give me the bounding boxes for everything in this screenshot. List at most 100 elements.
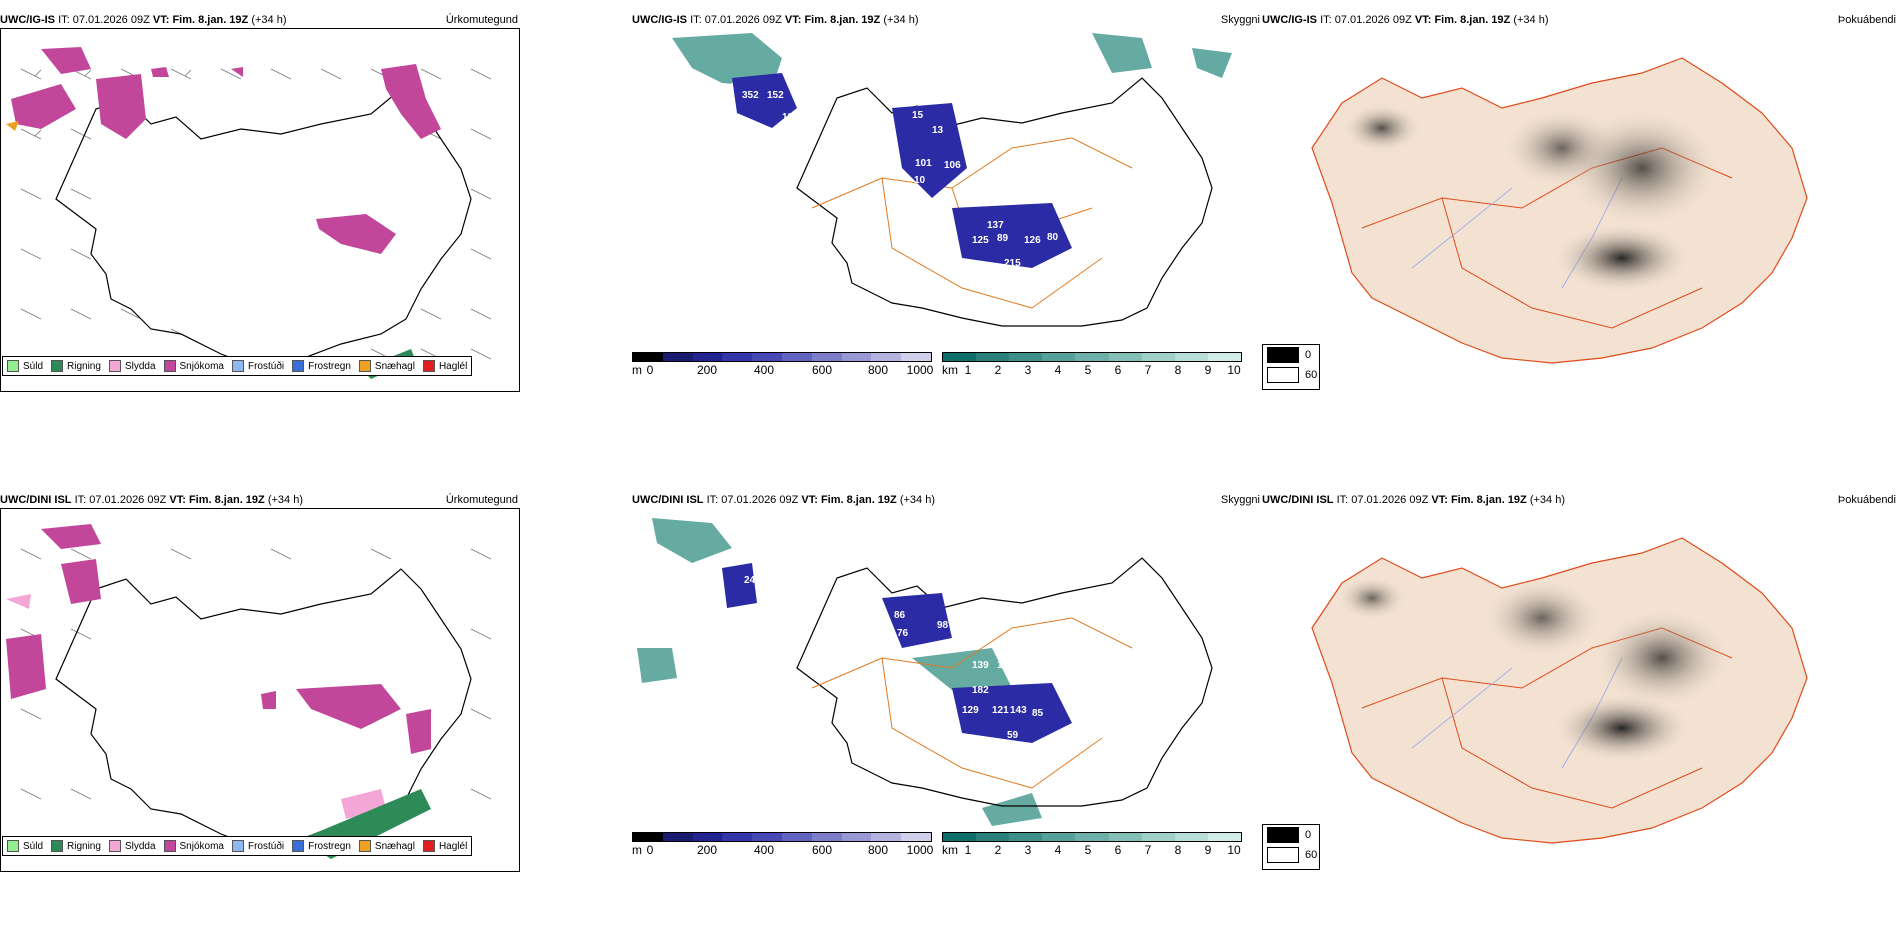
iceland-outline: [55, 88, 472, 370]
visibility-value: 215: [1004, 258, 1021, 269]
visibility-value: 12: [924, 210, 936, 221]
precip-type-panel-row1: UWC/IG-IS IT: 07.01.2026 09Z VT: Fim. 8.…: [0, 12, 520, 392]
snow-areas: [6, 524, 431, 754]
tick-label: 8: [1174, 363, 1182, 377]
tick-label: 5: [1084, 363, 1092, 377]
fog-panel-row1: UWC/IG-IS IT: 07.01.2026 09Z VT: Fim. 8.…: [1262, 12, 1898, 392]
legend-swatch: [108, 840, 121, 852]
tick-label: 600: [811, 843, 833, 857]
tick-label: 9: [1204, 363, 1212, 377]
vt-value: Fim. 8.jan. 19Z: [820, 494, 897, 506]
tick-label: 5: [1084, 843, 1092, 857]
visibility-value: 352: [742, 90, 759, 101]
legend-item: Haglél: [422, 360, 467, 372]
distance-colorbar: km 1 2 3 4 5 6 7 8 9 10: [942, 352, 1242, 377]
tick-label: 400: [753, 363, 775, 377]
tick-label: 7: [1144, 363, 1152, 377]
tick-label: 4: [1054, 363, 1062, 377]
visibility-value: 99: [752, 135, 764, 146]
colorbar-segment: [1108, 353, 1142, 361]
panel-header: UWC/IG-IS IT: 07.01.2026 09Z VT: Fim. 8.…: [0, 12, 520, 28]
vt-label: VT:: [784, 14, 802, 26]
colorbar-segment: [692, 833, 723, 841]
it-label: IT:: [1336, 494, 1349, 506]
low-visibility-areas: [722, 563, 1072, 743]
tick-label: 6: [1114, 843, 1122, 857]
colorbar-segment: [1042, 833, 1076, 841]
fog-legend-item: 0: [1267, 825, 1319, 845]
road-network: [811, 617, 1133, 789]
precip-map: [0, 508, 520, 872]
model-name: UWC/DINI ISL: [632, 494, 704, 506]
lead-time: (+34 h): [1529, 494, 1565, 506]
visibility-value: 139: [972, 660, 989, 671]
panel-type-label: Þokuábendi: [1837, 494, 1896, 506]
it-value: 07.01.2026 09Z: [89, 494, 167, 506]
tick-label: 7: [1144, 843, 1152, 857]
panel-header: UWC/DINI ISL IT: 07.01.2026 09Z VT: Fim.…: [632, 492, 1262, 508]
legend-swatch: [108, 360, 121, 372]
colorbar-bars: [632, 352, 932, 362]
tick-label: 3: [1024, 363, 1032, 377]
legend-swatch: [1267, 827, 1299, 843]
colorbar-segment: [722, 833, 753, 841]
it-label: IT:: [74, 494, 87, 506]
panel-type-label: Úrkomutegund: [445, 14, 518, 26]
fog-intensity: [1342, 103, 1722, 293]
colorbar-segment: [976, 833, 1010, 841]
fog-legend: 0 60: [1262, 824, 1320, 870]
visibility-value: 101: [997, 660, 1014, 671]
visibility-value: 76: [897, 628, 909, 639]
tick-label: 200: [696, 843, 718, 857]
panel-header: UWC/IG-IS IT: 07.01.2026 09Z VT: Fim. 8.…: [1262, 12, 1898, 28]
altitude-colorbar: m 0 200 400 600 800 1000: [632, 832, 934, 857]
colorbar-segment: [633, 353, 663, 361]
visibility-value: 80: [1047, 232, 1059, 243]
visibility-value: 121: [992, 705, 1009, 716]
legend-swatch: [1267, 847, 1299, 863]
colorbar-unit: km: [942, 843, 958, 857]
tick-label: 1000: [906, 843, 934, 857]
fog-legend: 0 60: [1262, 344, 1320, 390]
colorbar-segment: [811, 353, 842, 361]
visibility-value: 126: [1024, 235, 1041, 246]
tick-label: 10: [1227, 363, 1241, 377]
colorbar-segment: [841, 833, 872, 841]
precip-type-legend: Súld Rigning Slydda Snjókoma Frostúði Fr…: [2, 356, 473, 376]
visibility-value: 85: [1032, 708, 1044, 719]
tick-label: 10: [1227, 843, 1241, 857]
altitude-colorbar: m 0 200 400 600 800 1000: [632, 352, 933, 377]
visibility-value: 101: [915, 158, 932, 169]
colorbar-ticks: km 1 2 3 4 5 6 7 8 9 10: [942, 362, 1242, 377]
it-label: IT:: [58, 14, 70, 26]
visibility-value: 17: [950, 625, 962, 636]
colorbar-unit: m: [632, 843, 642, 857]
visibility-value: 15: [912, 110, 924, 121]
model-name: UWC/IG-IS: [1262, 14, 1317, 26]
tick-label: 3: [1024, 843, 1032, 857]
vt-value: Fim. 8.jan. 19Z: [1434, 14, 1511, 26]
legend-item: Rigning: [51, 360, 101, 372]
tick-label: 400: [753, 843, 775, 857]
fog-panel-row2: UWC/DINI ISL IT: 07.01.2026 09Z VT: Fim.…: [1262, 492, 1898, 872]
legend-swatch: [292, 840, 305, 852]
legend-item: Snæhagl: [358, 360, 415, 372]
tick-label: 200: [696, 363, 718, 377]
tick-label: 4: [1054, 843, 1062, 857]
tick-label: 2: [994, 843, 1002, 857]
it-value: 07.01.2026 09Z: [1334, 14, 1412, 26]
legend-item: Snæhagl: [358, 840, 415, 852]
colorbar-segment: [1174, 833, 1208, 841]
visibility-value: 24: [744, 575, 756, 586]
panel-type-label: Skyggni: [1220, 14, 1260, 26]
colorbar-segment: [976, 353, 1010, 361]
visibility-value: 305: [742, 542, 759, 553]
visibility-value: 45: [977, 762, 989, 773]
lead-time: (+34 h): [899, 494, 935, 506]
precip-type-legend: Súld Rigning Slydda Snjókoma Frostúði Fr…: [2, 836, 473, 856]
panel-header: UWC/DINI ISL IT: 07.01.2026 09Z VT: Fim.…: [1262, 492, 1898, 508]
tick-label: 800: [867, 363, 889, 377]
it-value: 07.01.2026 09Z: [721, 494, 799, 506]
colorbar-segment: [662, 353, 693, 361]
